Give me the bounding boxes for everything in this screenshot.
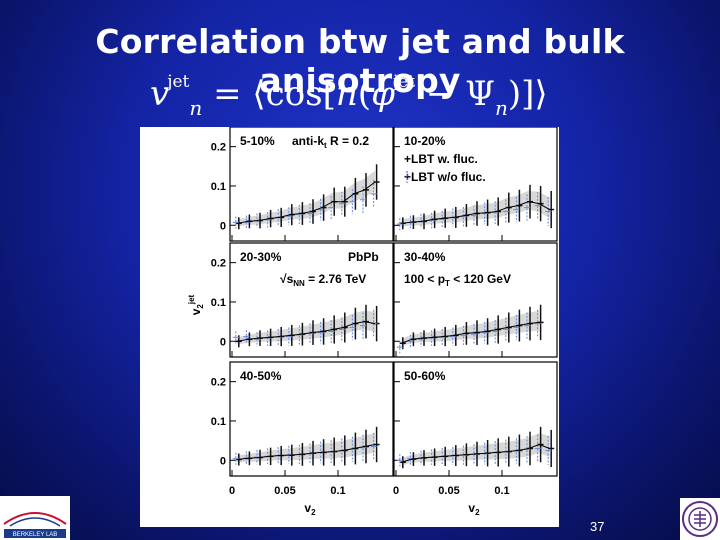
- panel-4: 0 0.1 0.2 40-50%: [211, 361, 394, 477]
- x-tick-label: 0.05: [438, 485, 459, 497]
- formula-prefix: = ⟨cos[: [213, 74, 336, 114]
- panel-label: 40-50%: [240, 369, 282, 383]
- legend-entry-lbt-wo-fluc: +LBT w/o fluc.: [404, 170, 486, 184]
- panel-2: 0 0.1 0.2 20-30% PbPb √sNN = 2.76 TeV: [211, 242, 394, 358]
- panel-3: 30-40% 100 < pT < 120 GeV: [393, 242, 558, 358]
- y-tick-label: 0: [220, 336, 226, 348]
- panel-label: 10-20%: [404, 134, 446, 148]
- y-tick-label: 0.1: [211, 416, 226, 428]
- data-uncertainty-band: [401, 432, 550, 466]
- legend-entry-lbt-fluc: +LBT w. fluc.: [404, 152, 478, 166]
- x-tick-label: 0.1: [494, 485, 509, 497]
- data-uncertainty-band: [237, 310, 376, 345]
- formula-v-sub: n: [189, 96, 203, 120]
- formula-phi: φ: [371, 74, 395, 114]
- y-axis-label: v2jet: [187, 294, 205, 315]
- x-tick-label: 0: [393, 485, 399, 497]
- series-line: [401, 444, 550, 463]
- logo-left-text: BERKELEY LAB: [13, 532, 58, 538]
- panel-0: 0 0.1 0.2 5-10% anti-kt R = 0.2: [211, 127, 394, 242]
- vn-jet-formula: vjetn = ⟨cos[n(φjet − Ψn)]⟩: [150, 72, 548, 120]
- page-number: 37: [590, 519, 605, 534]
- formula-v: v: [150, 74, 170, 114]
- panel-label-algorithm: anti-kt R = 0.2: [292, 134, 369, 150]
- panel-label: 5-10%: [240, 134, 275, 148]
- v2jet-plot-svg: 0 0.1 0.2 5-10% anti-kt R = 0.2 10-20% +LBT w.…: [187, 127, 558, 517]
- series-line: [401, 201, 550, 224]
- panel-label-collision: PbPb: [348, 250, 379, 264]
- series-line: [401, 321, 540, 344]
- university-seal-logo: [680, 498, 720, 540]
- x-axis-label: v2: [304, 501, 316, 517]
- y-tick-label: 0.1: [211, 297, 226, 309]
- x-axis-label: v2: [468, 501, 480, 517]
- panel-label: 50-60%: [404, 369, 446, 383]
- series-line: [237, 321, 376, 342]
- panel-label: 30-40%: [404, 250, 446, 264]
- formula-psi-sub: n: [494, 96, 508, 120]
- y-tick-label: 0.2: [211, 258, 226, 270]
- y-tick-label: 0.2: [211, 142, 226, 154]
- panel-label: 20-30%: [240, 250, 282, 264]
- formula-phi-sup: jet: [392, 72, 416, 92]
- panel-1: 10-20% +LBT w. fluc. +LBT w/o fluc.: [393, 127, 558, 242]
- panel-5: 50-60%: [393, 361, 558, 477]
- formula-v-sup: jet: [167, 72, 190, 92]
- series-line: [237, 444, 376, 460]
- x-tick-label: 0.1: [330, 485, 345, 497]
- slide-title: Correlation btw jet and bulk anisotropy: [95, 22, 625, 100]
- formula-n: n: [335, 74, 358, 114]
- y-tick-label: 0.2: [211, 377, 226, 389]
- formula-suffix: )]⟩: [507, 74, 548, 114]
- v2jet-vs-v2-figure: 0 0.1 0.2 5-10% anti-kt R = 0.2 10-20% +LBT w.…: [140, 127, 559, 527]
- series-line: [237, 181, 376, 224]
- y-tick-label: 0: [220, 220, 226, 232]
- y-tick-label: 0.1: [211, 181, 226, 193]
- x-tick-label: 0.05: [274, 485, 295, 497]
- data-uncertainty-band: [237, 432, 376, 463]
- panel-label-energy: √sNN = 2.76 TeV: [280, 272, 366, 288]
- data-uncertainty-band: [401, 190, 550, 227]
- x-tick-label: 0: [229, 485, 235, 497]
- y-tick-label: 0: [220, 455, 226, 467]
- berkeley-lab-logo: BERKELEY LAB: [0, 496, 70, 540]
- formula-minus-psi: − Ψ: [415, 74, 495, 114]
- panel-label-pt-range: 100 < pT < 120 GeV: [404, 272, 511, 288]
